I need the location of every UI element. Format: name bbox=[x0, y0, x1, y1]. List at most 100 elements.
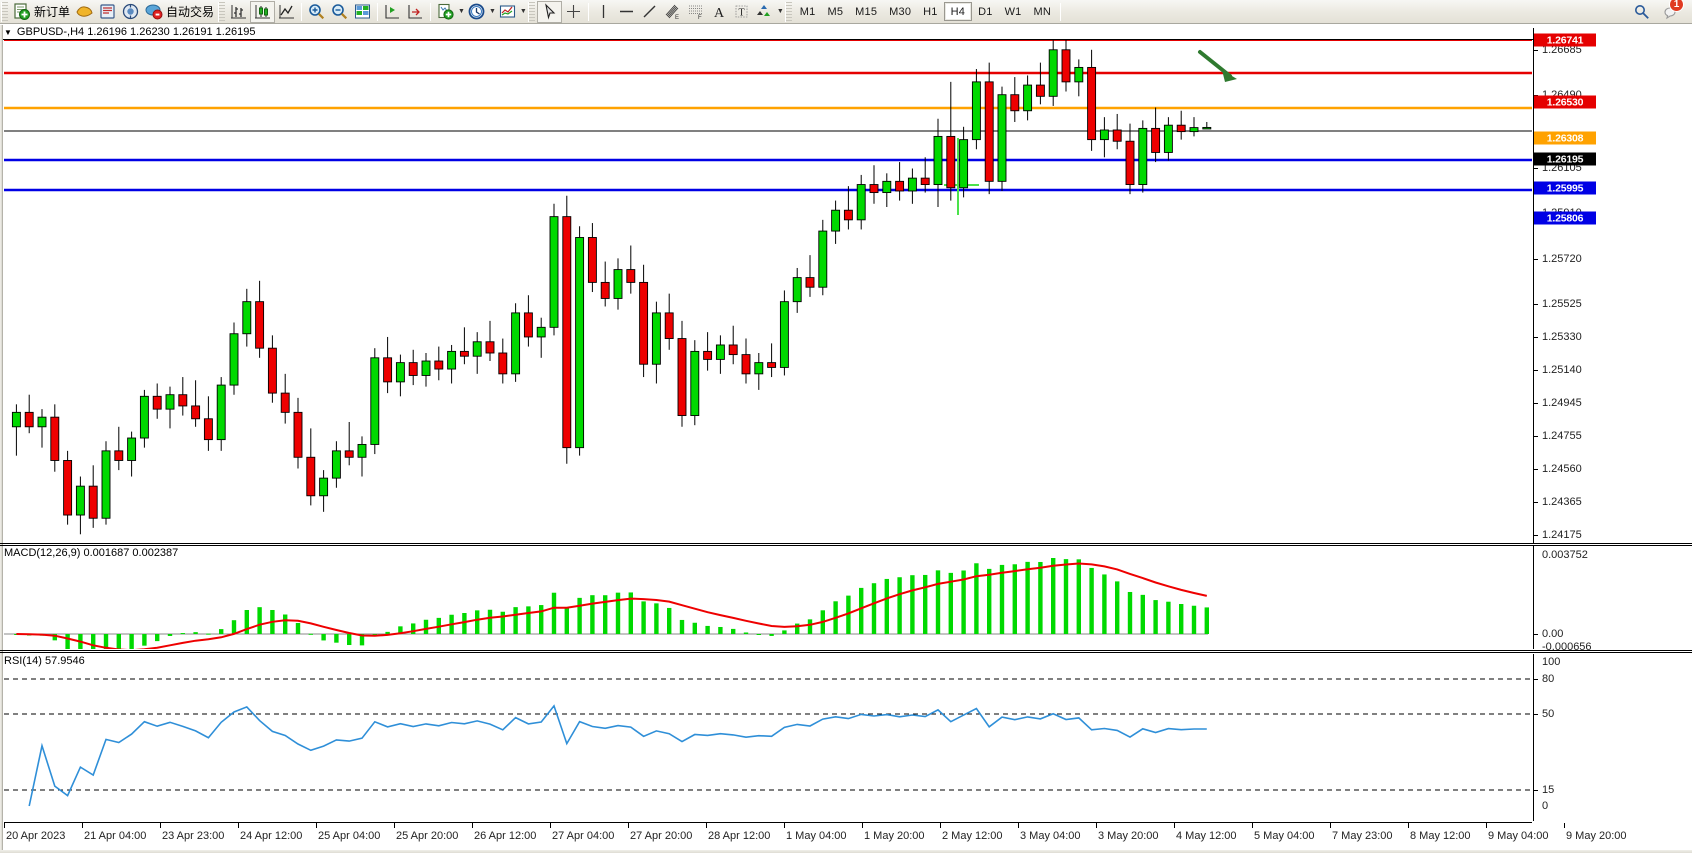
candle bbox=[127, 437, 137, 461]
candlestick-chart-icon[interactable] bbox=[250, 0, 276, 23]
macd-bar bbox=[513, 607, 518, 634]
chart-menu-caret-icon[interactable]: ▼ bbox=[4, 27, 12, 37]
arrows-icon[interactable] bbox=[753, 1, 776, 23]
expert-advisor-icon[interactable] bbox=[73, 1, 96, 23]
text-icon[interactable]: A bbox=[707, 1, 730, 23]
candle bbox=[703, 350, 713, 360]
timeframe-h1[interactable]: H1 bbox=[923, 5, 938, 18]
shift-chart-icon[interactable] bbox=[381, 1, 404, 23]
fibonacci-icon[interactable]: F bbox=[684, 1, 707, 23]
time-axis-label: 27 Apr 20:00 bbox=[630, 830, 693, 842]
pane-divider-1 bbox=[0, 543, 1692, 544]
time-axis[interactable]: 20 Apr 2023 21 Apr 04:00 23 Apr 23:00 24 Ap… bbox=[4, 822, 1627, 853]
macd-bar bbox=[654, 603, 659, 634]
candle bbox=[959, 139, 969, 189]
rsi-curve bbox=[28, 704, 1207, 807]
timeframe-d1[interactable]: D1 bbox=[978, 5, 993, 18]
autoscroll-icon[interactable] bbox=[404, 1, 427, 23]
timeframe-m30[interactable]: M30 bbox=[889, 5, 912, 18]
new-chart-dropdown-caret[interactable]: ▼ bbox=[458, 8, 465, 15]
data-window-icon[interactable] bbox=[351, 1, 374, 23]
timeframe-w1[interactable]: W1 bbox=[1004, 5, 1022, 18]
time-tick bbox=[316, 823, 317, 828]
left-edge-scrollbar[interactable] bbox=[0, 25, 3, 853]
trendline-icon[interactable] bbox=[638, 1, 661, 23]
macd-bar bbox=[846, 595, 851, 634]
zoom-out-icon[interactable] bbox=[328, 1, 351, 23]
macd-bar bbox=[999, 564, 1005, 634]
macd-bar bbox=[692, 622, 697, 634]
candle bbox=[139, 395, 149, 439]
timeframe-mn[interactable]: MN bbox=[1033, 5, 1051, 18]
auto-trading-icon[interactable] bbox=[142, 1, 165, 23]
pane-divider-2 bbox=[0, 650, 1692, 651]
rsi-pane[interactable] bbox=[4, 654, 1532, 821]
time-axis-label: 28 Apr 12:00 bbox=[708, 830, 771, 842]
macd-bar bbox=[231, 620, 237, 634]
templates-icon[interactable] bbox=[496, 1, 519, 23]
candle bbox=[715, 344, 725, 360]
toolbar-grip-4[interactable] bbox=[784, 1, 792, 22]
macd-bar bbox=[1063, 559, 1069, 634]
terminal-icon[interactable] bbox=[119, 1, 142, 23]
timeframe-h4[interactable]: H4 bbox=[943, 2, 973, 21]
macd-bar bbox=[551, 592, 557, 634]
new-order-button[interactable] bbox=[10, 1, 33, 23]
text-label-icon[interactable]: T bbox=[730, 1, 753, 23]
zoom-in-icon[interactable] bbox=[305, 1, 328, 23]
toolbar-grip[interactable] bbox=[1, 1, 8, 22]
horizontal-line-icon[interactable] bbox=[615, 1, 638, 23]
candle bbox=[498, 352, 508, 375]
macd-pane[interactable] bbox=[4, 546, 1532, 649]
macd-bar bbox=[807, 619, 813, 634]
macd-bar bbox=[244, 609, 249, 634]
time-axis-label: 7 May 23:00 bbox=[1332, 830, 1393, 842]
period-clock-icon[interactable] bbox=[465, 1, 488, 23]
rsi-scale[interactable]: 100 80 50 15 0 bbox=[1533, 654, 1692, 821]
crosshair-icon[interactable] bbox=[562, 1, 585, 23]
bar-chart-icon[interactable] bbox=[227, 1, 250, 23]
equidistant-channel-icon[interactable]: E bbox=[661, 1, 684, 23]
toolbar-grip-2[interactable] bbox=[218, 1, 226, 22]
vertical-line-icon[interactable] bbox=[592, 1, 615, 23]
macd-bar bbox=[385, 631, 390, 634]
time-axis-label: 9 May 20:00 bbox=[1566, 830, 1627, 842]
macd-bar bbox=[257, 607, 262, 634]
candle bbox=[754, 362, 764, 375]
time-axis-label: 1 May 20:00 bbox=[864, 830, 925, 842]
price-tick: 1.25525 bbox=[1534, 298, 1582, 310]
arrows-dropdown-caret[interactable]: ▼ bbox=[776, 8, 784, 15]
search-icon[interactable] bbox=[1630, 1, 1653, 23]
macd-bar bbox=[219, 629, 224, 634]
price-scale[interactable]: 1.26685 1.26490 1.26105 1.25910 1.25720 … bbox=[1533, 28, 1692, 574]
candle bbox=[344, 450, 354, 458]
candle bbox=[1125, 140, 1135, 185]
period-dropdown-caret[interactable]: ▼ bbox=[488, 8, 496, 15]
candle bbox=[767, 362, 777, 368]
macd-bar bbox=[526, 606, 531, 634]
macd-bar bbox=[1140, 594, 1145, 634]
navigator-icon[interactable] bbox=[96, 1, 119, 23]
macd-bar bbox=[295, 622, 301, 634]
timeframe-m15[interactable]: M15 bbox=[855, 5, 878, 18]
templates-dropdown-caret[interactable]: ▼ bbox=[519, 8, 527, 15]
time-axis-label: 26 Apr 12:00 bbox=[474, 830, 537, 842]
timeframe-m1[interactable]: M1 bbox=[799, 5, 816, 18]
candle bbox=[997, 94, 1007, 182]
notifications-icon[interactable]: 1 bbox=[1659, 0, 1684, 23]
candle bbox=[1074, 66, 1084, 83]
price-chart-pane[interactable] bbox=[4, 40, 1532, 543]
candle bbox=[779, 301, 789, 368]
toolbar-grip-3[interactable] bbox=[527, 1, 535, 22]
candle bbox=[651, 312, 661, 365]
candle bbox=[805, 277, 815, 288]
timeframe-m5[interactable]: M5 bbox=[827, 5, 844, 18]
macd-bar bbox=[321, 634, 326, 641]
svg-text:T: T bbox=[738, 8, 744, 19]
candlestick-svg bbox=[4, 40, 1532, 535]
candle bbox=[536, 326, 546, 338]
new-chart-icon[interactable] bbox=[434, 1, 457, 23]
macd-scale[interactable]: 0.003752 0.00 -0.000656 bbox=[1533, 546, 1692, 653]
cursor-icon[interactable] bbox=[536, 0, 562, 23]
line-chart-icon[interactable] bbox=[275, 1, 298, 23]
